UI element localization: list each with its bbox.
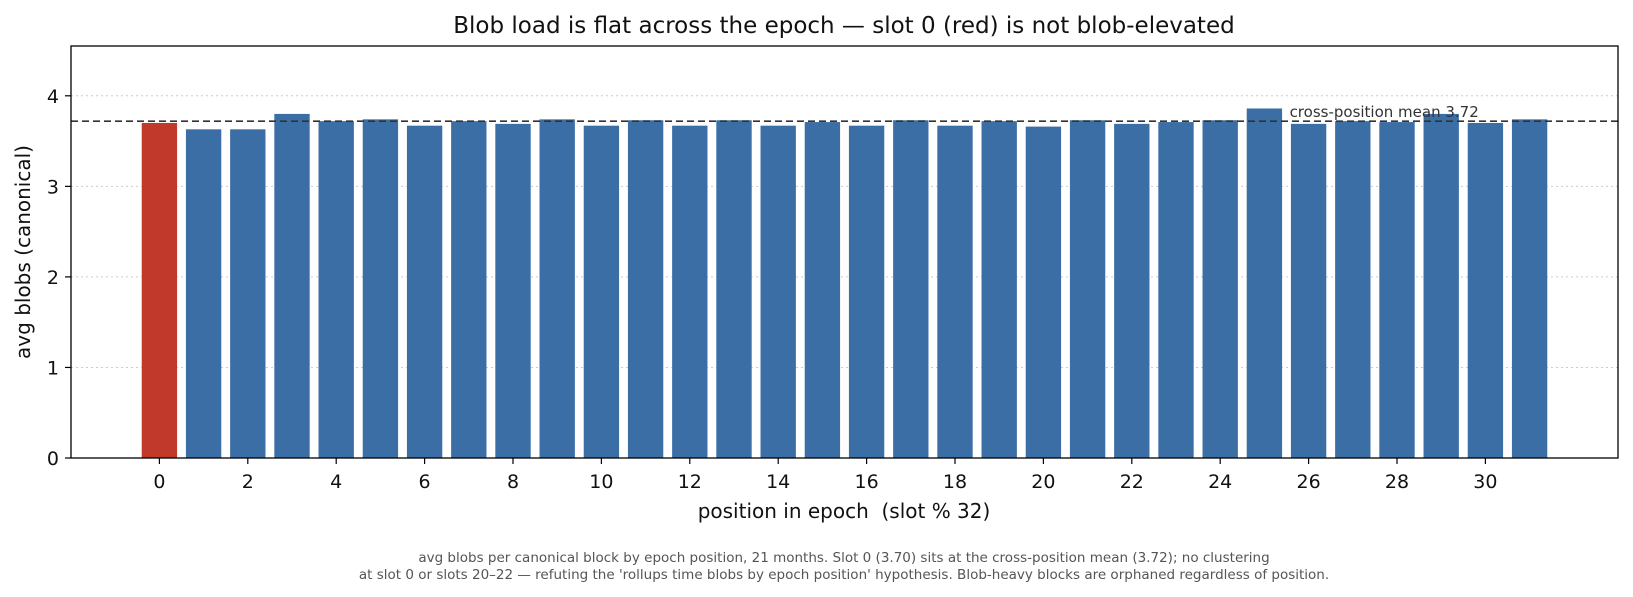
- x-axis-label: position in epoch (slot % 32): [698, 499, 991, 523]
- y-tick-label: 3: [47, 176, 59, 198]
- y-tick-label: 4: [47, 86, 59, 108]
- x-tick-label: 8: [507, 471, 519, 493]
- bar: [1511, 119, 1548, 458]
- x-tick-label: 28: [1385, 471, 1409, 493]
- x-tick-label: 14: [766, 471, 790, 493]
- x-tick-label: 4: [330, 471, 342, 493]
- bar: [495, 123, 531, 458]
- bar: [1379, 122, 1415, 459]
- bar: [937, 125, 973, 458]
- caption-line-2: at slot 0 or slots 20–22 — refuting the …: [359, 567, 1329, 583]
- y-axis-ticks: 0 1 2 3 4: [47, 86, 71, 470]
- x-tick-label: 10: [589, 471, 613, 493]
- chart-title: Blob load is flat across the epoch — slo…: [453, 13, 1234, 39]
- bar: [716, 120, 752, 458]
- x-tick-label: 26: [1297, 471, 1321, 493]
- x-tick-label: 20: [1031, 471, 1055, 493]
- x-tick-label: 30: [1473, 471, 1497, 493]
- x-tick-label: 6: [419, 471, 431, 493]
- bar: [1202, 120, 1238, 458]
- x-tick-label: 2: [242, 471, 254, 493]
- bar: [1290, 123, 1327, 458]
- bar: [848, 125, 885, 458]
- bar: [981, 121, 1017, 459]
- bar: [185, 129, 222, 459]
- x-tick-label: 12: [678, 471, 702, 493]
- reference-line-group: cross-position mean 3.72: [71, 103, 1618, 122]
- y-tick-label: 2: [47, 267, 59, 289]
- bar: [1114, 123, 1150, 458]
- caption-line-1: avg blobs per canonical block by epoch p…: [418, 550, 1269, 566]
- bar: [672, 125, 708, 458]
- plot-area-frame: [70, 45, 1619, 459]
- mean-reference-label: cross-position mean 3.72: [1290, 103, 1479, 121]
- bar: [893, 120, 929, 458]
- bar: [1025, 126, 1062, 458]
- bar: [1069, 120, 1106, 458]
- bar: [318, 121, 354, 459]
- x-tick-label: 16: [855, 471, 879, 493]
- x-tick-label: 18: [943, 471, 967, 493]
- bar: [230, 129, 266, 459]
- x-tick-label: 24: [1208, 471, 1232, 493]
- bar: [804, 122, 841, 459]
- bar: [274, 113, 310, 459]
- bars: [141, 108, 1548, 459]
- bar: [1335, 121, 1371, 459]
- bar: [1246, 108, 1283, 458]
- y-axis-label: avg blobs (canonical): [11, 145, 35, 359]
- y-tick-label: 0: [47, 448, 59, 470]
- bar-highlighted: [141, 122, 178, 458]
- bar: [451, 121, 487, 459]
- bar: [362, 119, 399, 458]
- bar: [627, 120, 664, 458]
- bar: [583, 125, 620, 458]
- bar: [1423, 113, 1459, 459]
- x-tick-label: 22: [1120, 471, 1144, 493]
- x-tick-label: 0: [153, 471, 165, 493]
- bar: [539, 119, 575, 458]
- y-tick-label: 1: [47, 357, 59, 379]
- x-axis-ticks: 0 2 4 6 8 10 12 14 16 18 20 22 24 26 28 30: [153, 458, 1497, 493]
- bar: [1158, 122, 1194, 459]
- bar: [406, 125, 443, 458]
- bar: [760, 125, 796, 458]
- bar: [1467, 122, 1504, 458]
